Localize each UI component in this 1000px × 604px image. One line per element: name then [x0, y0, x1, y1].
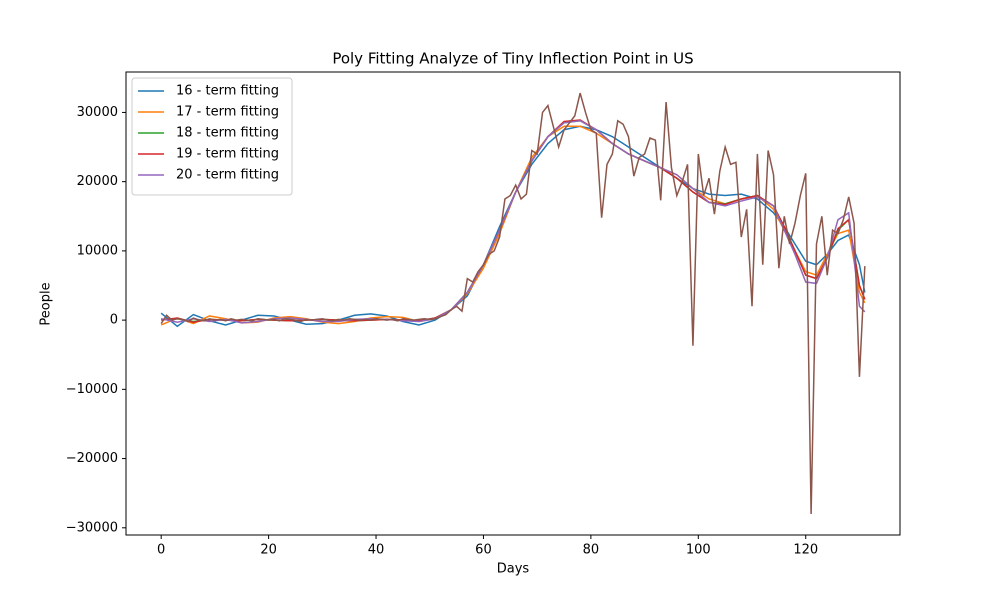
x-axis-label: Days	[497, 562, 530, 577]
legend-label: 19 - term fitting	[176, 147, 279, 162]
legend-label: 16 - term fitting	[176, 84, 279, 99]
y-tick-label: 30000	[77, 105, 118, 120]
legend-label: 18 - term fitting	[176, 126, 279, 141]
legend-label: 17 - term fitting	[176, 105, 279, 120]
x-tick-label: 80	[583, 543, 600, 558]
x-tick-label: 0	[157, 543, 165, 558]
y-tick-label: 20000	[77, 174, 118, 189]
x-tick-label: 60	[475, 543, 492, 558]
legend-box	[131, 77, 293, 196]
x-tick-label: 40	[368, 543, 385, 558]
y-tick-label: 0	[110, 313, 118, 328]
y-tick-label: −10000	[66, 382, 118, 397]
plot-frame	[125, 71, 901, 536]
x-tick-label: 120	[793, 543, 818, 558]
legend-label: 20 - term fitting	[176, 168, 279, 183]
x-tick-label: 20	[260, 543, 277, 558]
chart-title: Poly Fitting Analyze of Tiny Inflection …	[332, 50, 693, 68]
y-tick-label: −30000	[66, 520, 118, 535]
y-tick-label: 10000	[77, 243, 118, 258]
y-axis-label: People	[39, 282, 54, 325]
x-tick-label: 100	[686, 543, 711, 558]
data-line	[161, 119, 866, 324]
data-line	[160, 92, 866, 514]
y-tick-label: −20000	[66, 451, 118, 466]
